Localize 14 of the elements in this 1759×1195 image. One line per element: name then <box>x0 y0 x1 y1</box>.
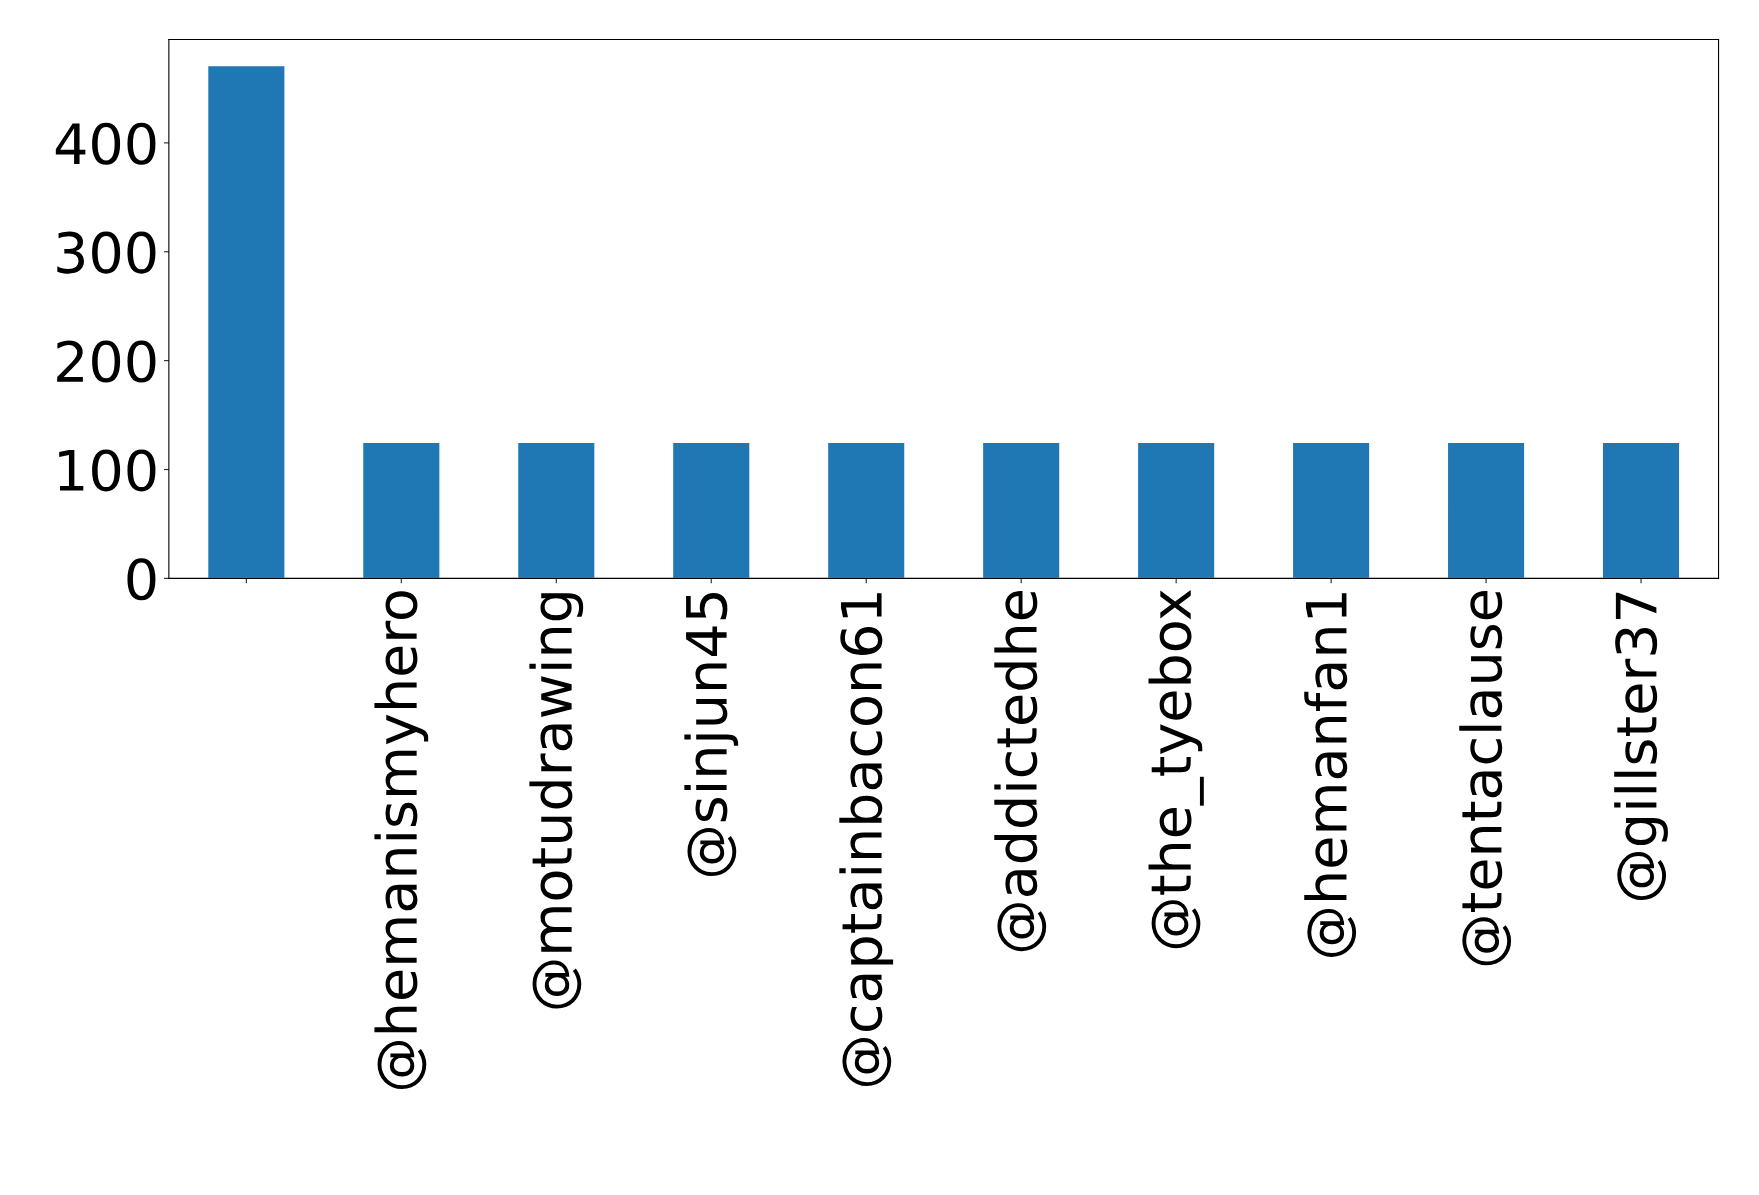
x-tick-label: @hemanismyhero <box>374 591 429 1090</box>
y-tick-label: 0 <box>127 558 156 601</box>
x-tick-label: @sinjun45 <box>684 592 739 877</box>
y-tick-label: 200 <box>57 340 156 383</box>
y-tick-label: 400 <box>55 122 156 165</box>
x-tick-label: @hemanfan1 <box>1304 593 1357 957</box>
y-tick-label: 100 <box>59 449 156 492</box>
x-tick-label: @the_tyebox <box>1148 589 1204 949</box>
x-tick-label: @addictedhe <box>994 591 1047 952</box>
x-tick-label: @gillster37 <box>1614 592 1668 900</box>
y-tick-label: 300 <box>57 231 156 274</box>
x-tick-label: @tentaclause <box>1459 591 1512 966</box>
x-tick-label: @motudrawing <box>529 593 584 1009</box>
x-tick-label: @captainbacon61 <box>839 593 894 1087</box>
